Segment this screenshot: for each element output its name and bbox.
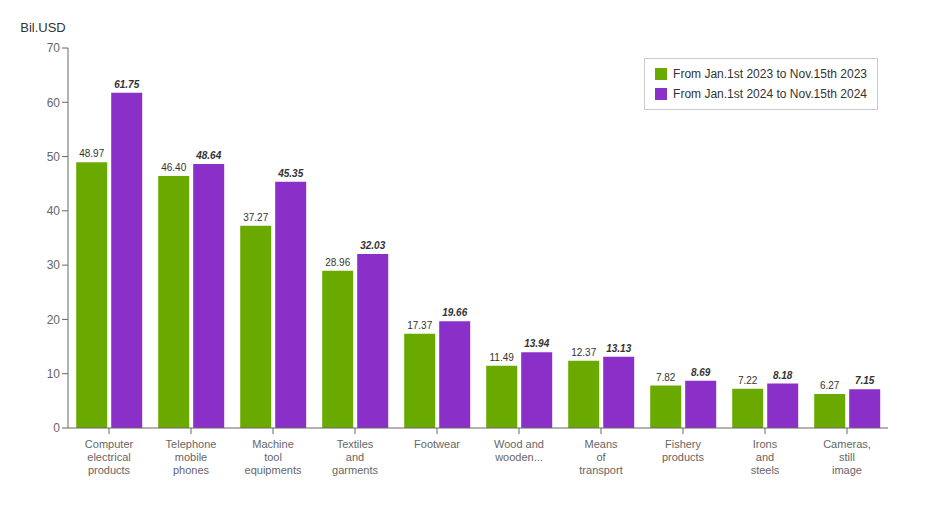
svg-text:8.18: 8.18 [773,370,793,381]
svg-text:70: 70 [47,41,61,55]
svg-text:20: 20 [47,313,61,327]
svg-text:Meansoftransport: Meansoftransport [579,438,622,476]
svg-text:Textilesandgarments: Textilesandgarments [332,438,378,476]
svg-text:7.15: 7.15 [855,375,875,386]
svg-text:45.35: 45.35 [277,168,303,179]
svg-text:Cameras,stillimage: Cameras,stillimage [823,438,871,476]
svg-text:50: 50 [47,150,61,164]
svg-text:13.13: 13.13 [606,343,631,354]
svg-text:37.27: 37.27 [243,212,268,223]
svg-text:28.96: 28.96 [325,257,350,268]
svg-text:60: 60 [47,96,61,110]
svg-text:7.22: 7.22 [738,375,758,386]
svg-text:0: 0 [53,421,60,435]
svg-text:Fisheryproducts: Fisheryproducts [662,438,705,463]
svg-text:46.40: 46.40 [161,162,186,173]
svg-text:Wood andwooden...: Wood andwooden... [494,438,544,463]
svg-text:Computerelectricalproducts: Computerelectricalproducts [85,438,134,476]
svg-text:Telephonemobilephones: Telephonemobilephones [166,438,217,476]
svg-text:8.69: 8.69 [691,367,711,378]
html-text:From Jan.1st 2024 to Nov.15th: From Jan.1st 2024 to Nov.15th 2024 [673,87,867,101]
svg-text:Footwear: Footwear [414,438,460,450]
svg-text:Machinetoolequipments: Machinetoolequipments [245,438,302,476]
svg-text:Bil.USD: Bil.USD [20,20,66,35]
svg-text:7.82: 7.82 [656,372,676,383]
svg-text:19.66: 19.66 [442,307,467,318]
svg-text:17.37: 17.37 [407,320,432,331]
svg-text:Ironsandsteels: Ironsandsteels [751,438,780,476]
svg-text:40: 40 [47,204,61,218]
svg-text:61.75: 61.75 [114,79,139,90]
svg-text:13.94: 13.94 [524,338,549,349]
svg-text:10: 10 [47,367,61,381]
svg-text:30: 30 [47,258,61,272]
svg-text:12.37: 12.37 [571,347,596,358]
svg-text:11.49: 11.49 [490,352,515,363]
svg-text:6.27: 6.27 [820,380,840,391]
html-text:From Jan.1st 2023 to Nov.15th: From Jan.1st 2023 to Nov.15th 2023 [673,67,867,81]
svg-text:48.97: 48.97 [79,148,104,159]
svg-text:32.03: 32.03 [360,240,385,251]
svg-text:48.64: 48.64 [195,150,221,161]
